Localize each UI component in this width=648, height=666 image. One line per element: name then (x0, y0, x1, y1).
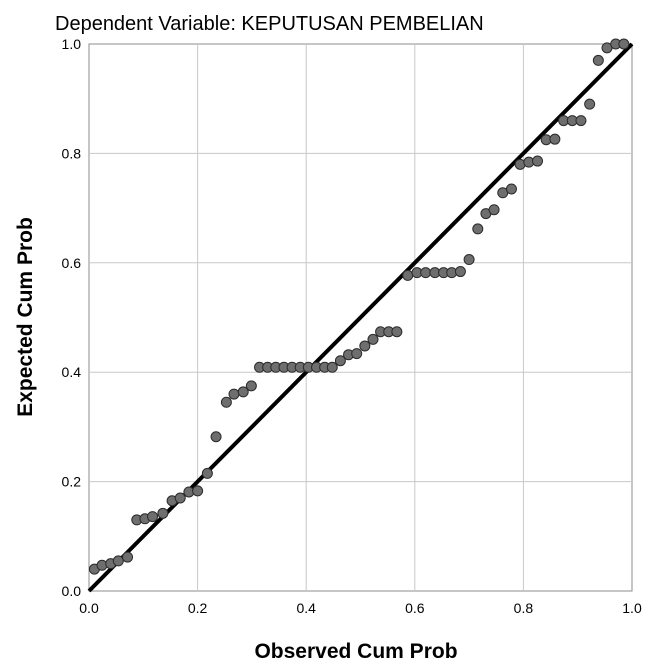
data-point (463, 254, 475, 266)
data-point (472, 223, 484, 235)
x-axis-ticks: 0.0 0.2 0.4 0.6 0.8 1.0 (79, 600, 642, 616)
y-tick-label: 0.4 (62, 364, 82, 380)
x-tick-label: 0.0 (79, 600, 99, 616)
x-tick-label: 0.4 (296, 600, 316, 616)
data-point (505, 183, 517, 195)
gridlines (89, 44, 632, 591)
data-point (334, 355, 346, 367)
data-point (391, 326, 403, 338)
x-tick-label: 1.0 (622, 600, 642, 616)
x-axis-title: Observed Cum Prob (254, 640, 457, 663)
data-point (192, 485, 204, 497)
data-point (575, 115, 587, 127)
y-tick-label: 0.6 (62, 255, 82, 271)
y-tick-label: 0.0 (62, 583, 82, 599)
y-tick-label: 1.0 (62, 36, 82, 52)
y-axis-title: Expected Cum Prob (14, 217, 37, 417)
data-point (420, 267, 432, 279)
data-point (245, 380, 257, 392)
data-points (88, 38, 630, 575)
x-tick-label: 0.6 (405, 600, 425, 616)
data-point (584, 98, 596, 110)
x-tick-label: 0.8 (514, 600, 534, 616)
data-point (122, 551, 134, 563)
data-point (618, 38, 630, 50)
data-point (157, 507, 169, 519)
data-point (592, 54, 604, 66)
data-point (549, 133, 561, 145)
y-tick-label: 0.8 (62, 145, 82, 161)
data-point (532, 155, 544, 167)
data-point (174, 492, 186, 504)
y-tick-label: 0.2 (62, 474, 82, 490)
data-point (326, 361, 338, 373)
data-point (488, 204, 500, 216)
data-point (147, 511, 159, 523)
data-point (359, 340, 371, 352)
data-point (237, 386, 249, 398)
data-point (201, 467, 213, 479)
data-point (112, 555, 124, 567)
data-point (402, 269, 414, 281)
chart-title: Dependent Variable: KEPUTUSAN PEMBELIAN (55, 13, 484, 35)
x-tick-label: 0.2 (188, 600, 208, 616)
data-point (220, 396, 232, 408)
data-point (351, 348, 363, 360)
data-point (210, 431, 222, 443)
y-axis-ticks: 0.0 0.2 0.4 0.6 0.8 1.0 (62, 36, 82, 599)
data-point (228, 388, 240, 400)
data-point (454, 266, 466, 278)
data-point (367, 333, 379, 345)
